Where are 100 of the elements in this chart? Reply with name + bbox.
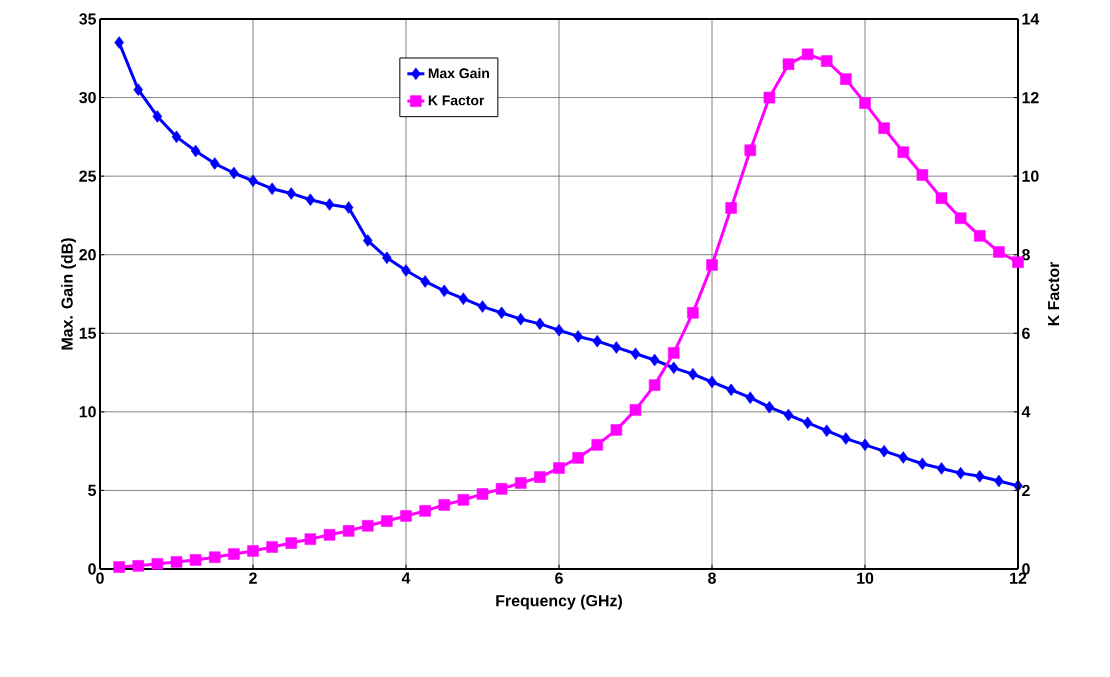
- point: [362, 520, 374, 532]
- point: [420, 275, 430, 288]
- point: [725, 202, 737, 214]
- y-axis-title: Max. Gain (dB): [61, 238, 76, 350]
- x-tick-label: 6: [555, 572, 563, 584]
- point: [133, 83, 143, 96]
- point: [305, 193, 316, 206]
- point: [304, 533, 317, 545]
- point: [171, 130, 182, 144]
- y-tick-label: 0: [88, 563, 96, 575]
- point: [114, 36, 124, 49]
- point: [324, 198, 335, 211]
- point: [974, 230, 986, 242]
- point: [955, 466, 966, 480]
- point: [669, 361, 679, 375]
- point: [610, 424, 623, 436]
- y2-tick-label: 6: [1022, 327, 1030, 339]
- point: [975, 470, 985, 483]
- y-tick-label: 30: [79, 91, 96, 104]
- y-tick-label: 35: [79, 13, 97, 25]
- y2-tick-label: 14: [1022, 13, 1040, 25]
- point: [897, 146, 910, 158]
- y2-tick-label: 2: [1022, 484, 1030, 496]
- point: [822, 424, 832, 437]
- point: [916, 169, 929, 181]
- point: [553, 462, 565, 474]
- point: [285, 537, 297, 549]
- point: [516, 312, 526, 326]
- point: [936, 462, 947, 475]
- y-tick-label: 20: [79, 249, 96, 261]
- x-tick-label: 8: [708, 572, 716, 584]
- point: [401, 264, 411, 277]
- point: [515, 477, 527, 489]
- point: [554, 323, 564, 337]
- point: [707, 375, 717, 389]
- point: [534, 471, 546, 483]
- y2-tick-label: 10: [1022, 170, 1039, 182]
- point: [841, 432, 851, 445]
- y-tick-label: 5: [88, 484, 97, 496]
- point: [592, 334, 602, 348]
- point: [706, 259, 718, 271]
- point: [286, 187, 296, 200]
- point: [860, 438, 870, 452]
- point: [535, 317, 545, 331]
- point: [419, 505, 431, 517]
- point: [573, 330, 583, 343]
- point: [1012, 256, 1024, 268]
- point: [879, 444, 889, 458]
- point: [649, 353, 660, 367]
- point: [363, 234, 373, 247]
- legend-label: Max Gain: [428, 67, 489, 79]
- point: [382, 251, 392, 265]
- point: [782, 58, 795, 70]
- point: [802, 416, 813, 430]
- point: [323, 529, 336, 541]
- point: [152, 110, 163, 123]
- point: [688, 367, 698, 381]
- legend-label: K Factor: [428, 95, 485, 106]
- point: [400, 510, 412, 522]
- point: [476, 488, 489, 500]
- point: [572, 452, 584, 464]
- point: [189, 554, 202, 566]
- point: [801, 48, 814, 61]
- x-axis-title: Frequency (GHz): [496, 594, 622, 610]
- point: [840, 73, 852, 85]
- y-tick-label: 15: [79, 327, 97, 339]
- point: [209, 551, 221, 563]
- y2-tick-label: 8: [1022, 249, 1030, 261]
- point: [495, 483, 508, 495]
- point: [629, 404, 642, 416]
- point: [190, 144, 201, 158]
- point: [726, 383, 736, 397]
- point: [611, 341, 622, 354]
- point: [993, 246, 1005, 258]
- point: [439, 284, 449, 298]
- point: [878, 122, 890, 134]
- point: [343, 201, 354, 214]
- point: [745, 391, 756, 404]
- point: [438, 499, 450, 511]
- x-tick-label: 4: [401, 572, 411, 584]
- y-tick-label: 25: [79, 170, 97, 182]
- point: [648, 379, 661, 391]
- point: [342, 525, 355, 537]
- point: [228, 548, 240, 560]
- point: [458, 292, 469, 305]
- x-tick-label: 10: [857, 572, 874, 584]
- point: [247, 545, 259, 557]
- point: [917, 457, 928, 470]
- point: [229, 166, 239, 180]
- point: [170, 556, 183, 568]
- x-tick-label: 2: [249, 572, 257, 584]
- point: [935, 192, 948, 204]
- point: [668, 347, 680, 359]
- point: [994, 474, 1004, 488]
- point: [496, 306, 507, 320]
- y2-tick-label: 12: [1022, 92, 1039, 104]
- point: [132, 560, 144, 572]
- point: [591, 439, 604, 451]
- point: [210, 157, 220, 170]
- point: [954, 212, 967, 224]
